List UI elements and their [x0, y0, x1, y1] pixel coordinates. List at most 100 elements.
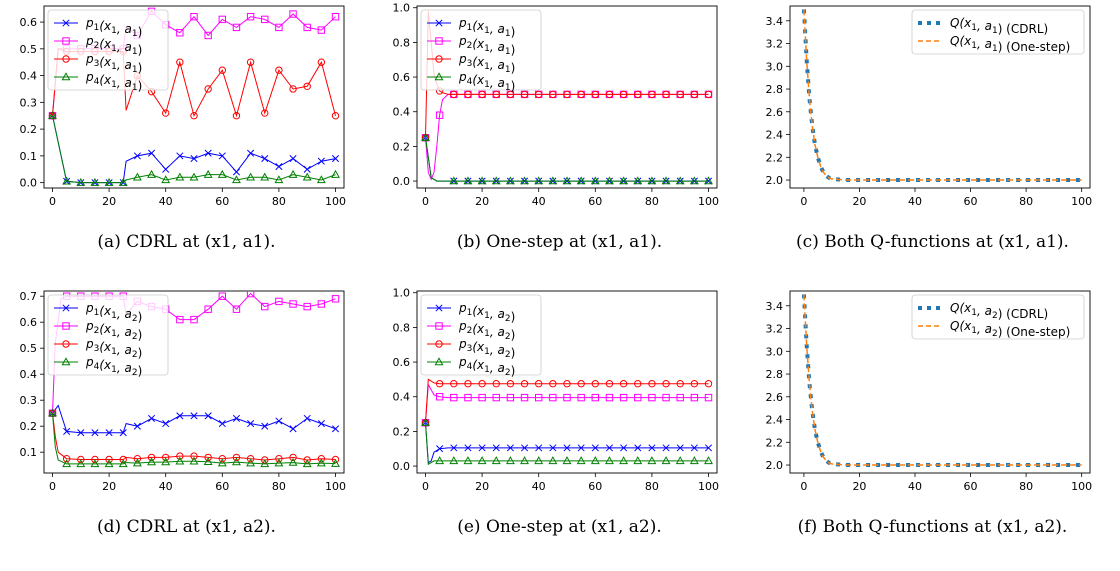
- legend-label: Q(x1, a1) (CDRL): [950, 16, 1048, 36]
- data-point: [62, 459, 72, 468]
- series-2: [803, 294, 1082, 466]
- data-point: [704, 456, 713, 465]
- y-tick-label: 2.0: [766, 459, 784, 472]
- data-point: [246, 455, 255, 463]
- data-point: [261, 422, 269, 430]
- y-tick-label: 0.0: [393, 175, 411, 188]
- data-point: [331, 112, 340, 120]
- data-point: [477, 176, 487, 185]
- data-point: [549, 380, 557, 388]
- legend-marker: [435, 340, 443, 348]
- data-point: [232, 305, 241, 313]
- data-point: [303, 414, 311, 422]
- data-point: [77, 429, 85, 437]
- data-point: [704, 444, 713, 452]
- x-tick-label: 60: [588, 195, 602, 208]
- legend-label: Q(x1, a2) (One-step): [950, 319, 1070, 339]
- data-point: [633, 176, 643, 185]
- data-point: [506, 393, 515, 402]
- data-point: [232, 168, 241, 176]
- data-point: [689, 456, 699, 465]
- legend-marker: [435, 37, 443, 45]
- data-point: [450, 90, 458, 99]
- data-point: [217, 458, 227, 467]
- data-point: [303, 82, 311, 90]
- data-point: [232, 414, 241, 422]
- y-tick-label: 0.6: [20, 316, 38, 329]
- data-point: [261, 302, 269, 311]
- legend-marker: [62, 322, 70, 330]
- data-point: [161, 457, 171, 466]
- series-line: [803, 9, 1082, 181]
- plot-frame: [789, 290, 1091, 474]
- legend-box: [911, 294, 1085, 340]
- data-point: [161, 453, 170, 462]
- data-point: [218, 420, 226, 428]
- data-point: [464, 90, 472, 99]
- legend-marker: [434, 72, 444, 81]
- x-tick-label: 60: [215, 480, 229, 493]
- data-point: [605, 380, 614, 388]
- data-point: [591, 380, 600, 388]
- data-point: [190, 112, 198, 120]
- legend-label: p1(x1, a2): [85, 301, 142, 324]
- x-tick-label: 0: [422, 195, 429, 208]
- data-point: [704, 393, 713, 402]
- data-point: [534, 90, 543, 99]
- data-point: [118, 177, 128, 186]
- data-point: [317, 157, 325, 165]
- data-point: [591, 393, 600, 402]
- y-tick-label: 0.6: [393, 71, 411, 84]
- data-point: [176, 58, 184, 66]
- legend: p1(x1, a2)p2(x1, a2)p3(x1, a2)p4(x1, a2): [47, 294, 169, 378]
- y-tick-label: 3.2: [766, 323, 784, 336]
- y-tick-label: 0.2: [20, 420, 38, 433]
- series-line: [425, 137, 709, 182]
- data-point: [506, 380, 515, 388]
- x-tick-label: 0: [800, 195, 807, 208]
- data-point: [76, 177, 86, 186]
- legend-label: p4(x1, a2): [85, 355, 142, 378]
- x-tick-label: 80: [645, 480, 659, 493]
- data-point: [563, 444, 571, 452]
- data-point: [492, 444, 500, 452]
- data-point: [520, 176, 530, 185]
- chart-caption: (a) CDRL at (x1, a1).: [97, 232, 276, 252]
- series-line: [425, 93, 709, 181]
- data-point: [317, 26, 326, 34]
- data-point: [590, 176, 600, 185]
- data-point: [662, 444, 670, 452]
- y-tick-label: 0.4: [20, 368, 38, 381]
- y-tick-label: 2.8: [766, 368, 784, 381]
- x-tick-label: 80: [272, 480, 286, 493]
- data-point: [204, 31, 212, 40]
- legend-marker: [61, 357, 71, 366]
- data-point: [662, 380, 670, 388]
- data-point: [478, 90, 486, 99]
- legend-label: p3(x1, a1): [85, 52, 142, 75]
- data-point: [189, 172, 199, 181]
- y-tick-label: 0.3: [20, 394, 38, 407]
- data-point: [620, 444, 628, 452]
- y-tick-label: 0.1: [20, 446, 38, 459]
- data-point: [534, 456, 544, 465]
- data-point: [261, 15, 269, 24]
- x-tick-label: 100: [1071, 195, 1092, 208]
- y-tick-label: 0.2: [393, 425, 411, 438]
- data-point: [689, 176, 699, 185]
- data-point: [161, 109, 170, 117]
- data-point: [421, 133, 430, 141]
- data-point: [549, 90, 557, 99]
- data-point: [289, 155, 297, 163]
- data-point: [577, 380, 585, 388]
- data-point: [76, 459, 86, 468]
- data-point: [275, 417, 283, 425]
- data-point: [190, 13, 198, 21]
- data-point: [147, 453, 156, 462]
- data-point: [203, 457, 213, 466]
- y-tick-label: 3.4: [766, 15, 784, 28]
- data-point: [204, 453, 212, 462]
- data-point: [48, 111, 57, 119]
- data-point: [450, 393, 458, 402]
- legend-label: p2(x1, a2): [458, 319, 515, 342]
